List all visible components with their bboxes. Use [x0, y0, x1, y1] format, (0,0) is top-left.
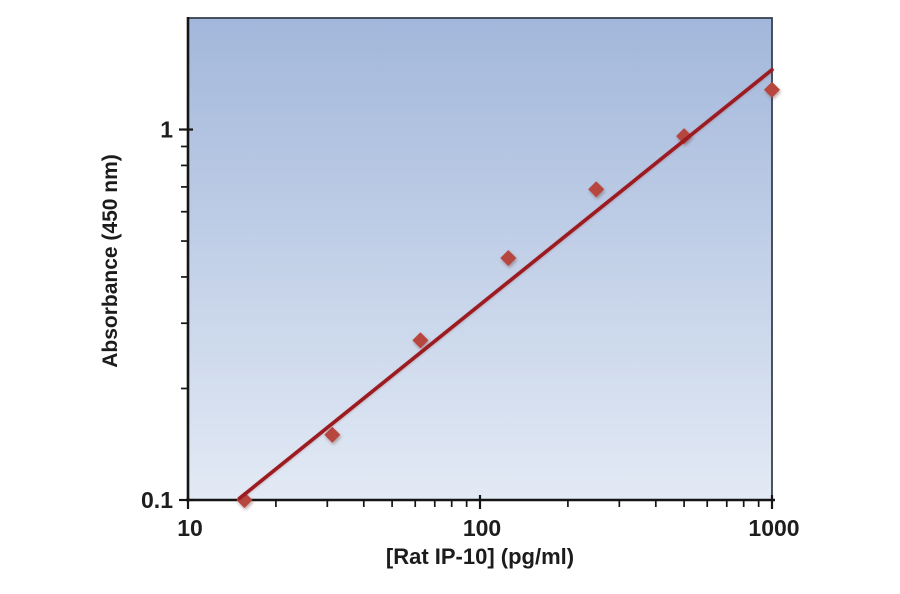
y-tick-label-1: 1 — [160, 117, 173, 143]
axis-ticks — [179, 128, 774, 509]
x-tick-label-1000: 1000 — [748, 515, 799, 541]
data-point-5 — [588, 181, 605, 198]
y-axis-title: Absorbance (450 nm) — [99, 154, 122, 368]
data-series — [236, 67, 780, 508]
plot-background — [187, 17, 773, 501]
trendline — [237, 67, 774, 501]
tick-labels: 10 100 1000 0.1 1 — [141, 117, 800, 541]
x-axis-title: [Rat IP-10] (pg/ml) — [386, 544, 574, 569]
plot-area — [186, 17, 775, 502]
data-point-7 — [764, 81, 780, 98]
data-point-6 — [676, 128, 693, 145]
y-tick-label-0.1: 0.1 — [141, 487, 173, 513]
data-point-3 — [412, 332, 429, 349]
x-tick-label-100: 100 — [463, 515, 501, 541]
x-tick-label-10: 10 — [177, 515, 203, 541]
data-point-2 — [324, 426, 341, 443]
data-point-4 — [500, 250, 517, 267]
